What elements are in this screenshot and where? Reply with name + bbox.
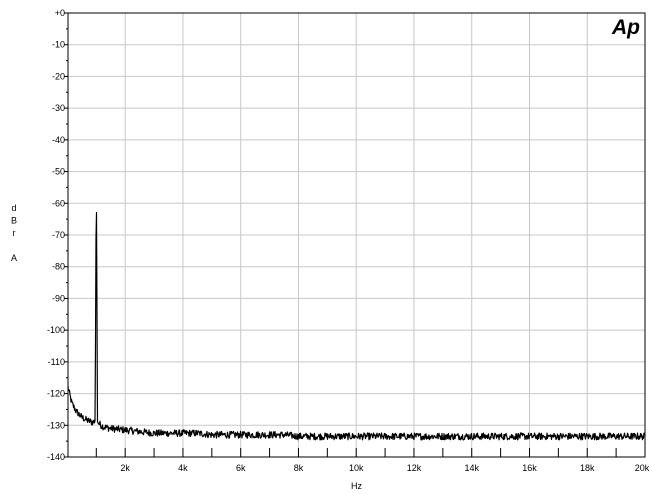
grid-layer: [68, 12, 646, 458]
x-tick-label: 2k: [120, 463, 130, 473]
y-tick-label: -90: [52, 293, 65, 303]
x-tick-label: 12k: [407, 463, 422, 473]
y-tick-label: -50: [52, 167, 65, 177]
x-tick-label: 16k: [522, 463, 537, 473]
x-tick-label: 4k: [178, 463, 188, 473]
x-tick-label: 10k: [349, 463, 364, 473]
y-tick-label: -130: [47, 420, 65, 430]
y-tick-label: -100: [47, 325, 65, 335]
y-tick-label: -110: [48, 357, 65, 367]
ap-logo: Ap: [611, 16, 640, 39]
y-tick-label: -30: [52, 103, 65, 113]
x-axis-title: Hz: [351, 481, 362, 491]
y-tick-label: +0: [55, 8, 65, 18]
plot-frame: [67, 12, 646, 458]
trace-layer: [67, 211, 646, 441]
ap-logo-text: Ap: [611, 16, 640, 39]
x-tick-label: 18k: [580, 463, 595, 473]
x-tick-label: 8k: [294, 463, 304, 473]
y-axis-title-char: r: [13, 228, 16, 238]
x-tick-label: 20k: [635, 463, 650, 473]
y-tick-label: -70: [52, 230, 65, 240]
label-layer: 2k 4k 6k 8k 10k 12k 14k 16k 18k 20k +0 -10 -20 -30 -40…: [11, 8, 650, 491]
y-tick-label: -120: [47, 389, 65, 399]
y-tick-label: -20: [52, 71, 65, 81]
y-tick-label: -80: [52, 262, 65, 272]
y-tick-label: -40: [52, 135, 65, 145]
x-tick-label: 14k: [464, 463, 479, 473]
y-tick-label: -140: [47, 452, 65, 462]
y-tick-label: -10: [52, 40, 65, 50]
y-axis-title-char: B: [11, 216, 17, 226]
spectrum-trace: [67, 211, 646, 441]
y-tick-label: -60: [52, 198, 65, 208]
y-axis-title-char: A: [11, 253, 17, 263]
y-axis-title-char: d: [11, 203, 16, 213]
x-tick-label: 6k: [236, 463, 246, 473]
